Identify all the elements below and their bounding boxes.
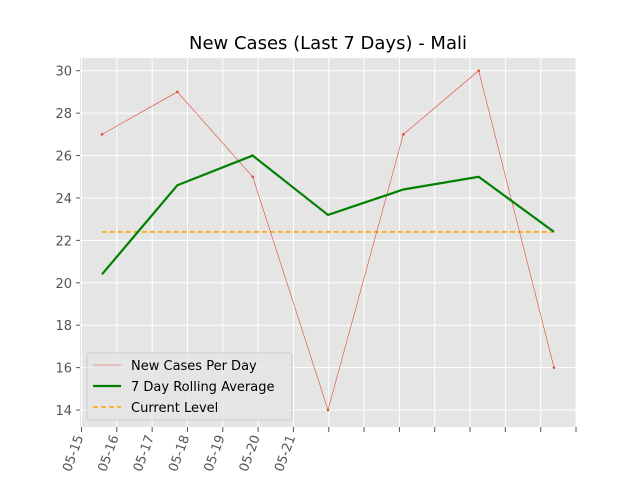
chart-title: New Cases (Last 7 Days) - Mali — [189, 33, 467, 54]
x-tick-label: 05-21 — [272, 433, 299, 474]
data-point — [477, 69, 480, 73]
y-tick-label: 20 — [55, 277, 72, 292]
y-tick-label: 24 — [55, 192, 72, 207]
data-point — [100, 133, 104, 136]
x-tick-label: 05-17 — [131, 433, 158, 474]
data-point — [326, 408, 330, 412]
data-point — [552, 366, 556, 369]
series-layer — [100, 69, 556, 412]
legend-label: 7 Day Rolling Average — [131, 380, 274, 395]
y-tick-label: 28 — [55, 107, 72, 122]
x-tick-label: 05-19 — [202, 433, 229, 474]
x-tick-label: 05-15 — [60, 433, 87, 474]
data-point — [251, 175, 254, 179]
y-axis: 14 16 18 20 22 24 26 28 30 — [55, 65, 80, 419]
y-tick-label: 26 — [55, 150, 72, 165]
y-tick-label: 22 — [55, 234, 72, 249]
x-tick-label: 05-18 — [166, 433, 193, 474]
series-line — [101, 154, 555, 276]
y-tick-label: 16 — [55, 362, 72, 377]
legend-label: New Cases Per Day — [131, 359, 257, 374]
legend-label: Current Level — [131, 401, 218, 416]
legend: New Cases Per Day 7 Day Rolling Average Cu… — [86, 352, 293, 421]
data-point — [402, 133, 405, 136]
y-tick-label: 14 — [55, 404, 72, 419]
x-tick-label: 05-20 — [237, 433, 264, 474]
y-tick-label: 18 — [55, 319, 72, 334]
legend-box — [86, 352, 293, 421]
x-axis: 05-15 05-16 05-17 05-18 05-19 05-20 05-21 — [60, 427, 577, 474]
x-tick-label: 05-16 — [96, 433, 123, 474]
data-point — [176, 90, 179, 94]
y-tick-label: 30 — [55, 65, 72, 80]
